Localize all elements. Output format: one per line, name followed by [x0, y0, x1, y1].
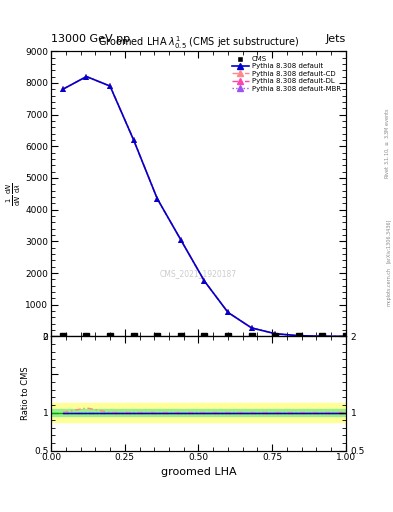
Legend: CMS, Pythia 8.308 default, Pythia 8.308 default-CD, Pythia 8.308 default-DL, Pyt: CMS, Pythia 8.308 default, Pythia 8.308 …	[230, 55, 342, 93]
Bar	[51, 409, 346, 416]
Bar	[51, 403, 346, 422]
Y-axis label: $\frac{1}{\mathrm{d}N}\,\frac{\mathrm{d}N}{\mathrm{d}\lambda}$: $\frac{1}{\mathrm{d}N}\,\frac{\mathrm{d}…	[4, 182, 22, 206]
Text: 13000 GeV pp: 13000 GeV pp	[51, 33, 130, 44]
Title: Groomed LHA $\lambda^{1}_{0.5}$ (CMS jet substructure): Groomed LHA $\lambda^{1}_{0.5}$ (CMS jet…	[98, 34, 299, 51]
Text: Rivet 3.1.10, $\geq$ 3.3M events: Rivet 3.1.10, $\geq$ 3.3M events	[384, 108, 391, 179]
Text: mcplots.cern.ch: mcplots.cern.ch	[386, 267, 391, 306]
Text: [arXiv:1306.3436]: [arXiv:1306.3436]	[386, 219, 391, 263]
X-axis label: groomed LHA: groomed LHA	[161, 466, 236, 477]
Text: Jets: Jets	[325, 33, 346, 44]
Text: CMS_2021_1920187: CMS_2021_1920187	[160, 269, 237, 278]
Y-axis label: Ratio to CMS: Ratio to CMS	[21, 367, 30, 420]
